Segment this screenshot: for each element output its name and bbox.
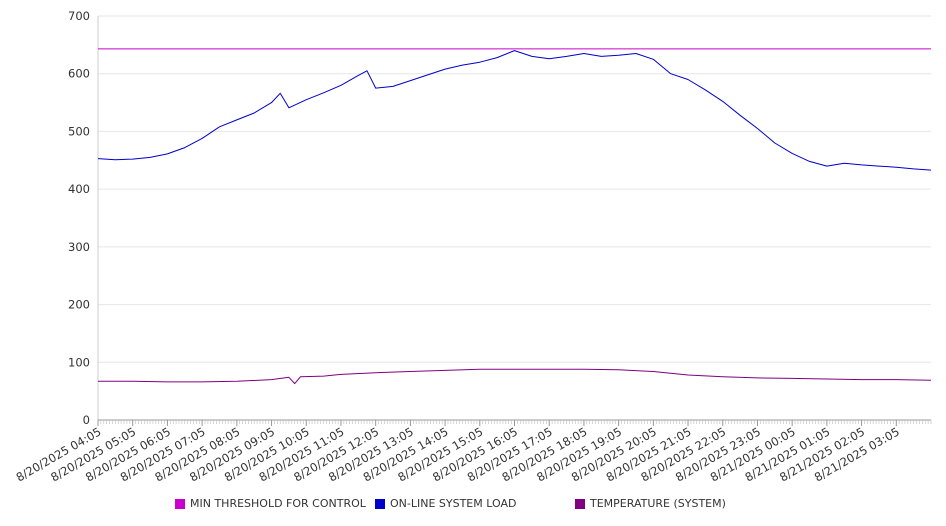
y-tick-label-600: 600 — [68, 67, 90, 81]
legend-label-min-threshold: MIN THRESHOLD FOR CONTROL — [190, 497, 366, 510]
gridlines — [98, 15, 931, 363]
y-tick-label-100: 100 — [68, 355, 90, 369]
chart-legend: MIN THRESHOLD FOR CONTROL ON-LINE SYSTEM… — [0, 497, 946, 515]
legend-item-system-load[interactable]: ON-LINE SYSTEM LOAD — [375, 497, 516, 510]
legend-item-min-threshold[interactable]: MIN THRESHOLD FOR CONTROL — [175, 497, 366, 510]
legend-swatch-system-load — [375, 498, 385, 509]
legend-swatch-temperature — [575, 498, 585, 509]
y-tick-label-300: 300 — [68, 240, 90, 254]
y-tick-label-400: 400 — [68, 182, 90, 196]
legend-label-system-load: ON-LINE SYSTEM LOAD — [390, 497, 517, 510]
y-tick-label-700: 700 — [68, 9, 90, 23]
legend-label-temperature: TEMPERATURE (SYSTEM) — [590, 497, 726, 510]
series-lines — [97, 48, 932, 385]
axes — [97, 16, 932, 426]
legend-swatch-min-threshold — [175, 498, 185, 509]
series-system-load-line — [97, 50, 932, 171]
x-axis-tick-labels: 8/20/2025 04:058/20/2025 05:058/20/2025 … — [14, 424, 902, 484]
y-tick-label-500: 500 — [68, 124, 90, 138]
legend-item-temperature[interactable]: TEMPERATURE (SYSTEM) — [575, 497, 726, 510]
y-axis-tick-labels: 0 100 200 300 400 500 600 700 — [68, 9, 90, 427]
y-tick-label-200: 200 — [68, 298, 90, 312]
y-tick-label-0: 0 — [83, 413, 90, 427]
series-temperature-line — [98, 368, 932, 385]
